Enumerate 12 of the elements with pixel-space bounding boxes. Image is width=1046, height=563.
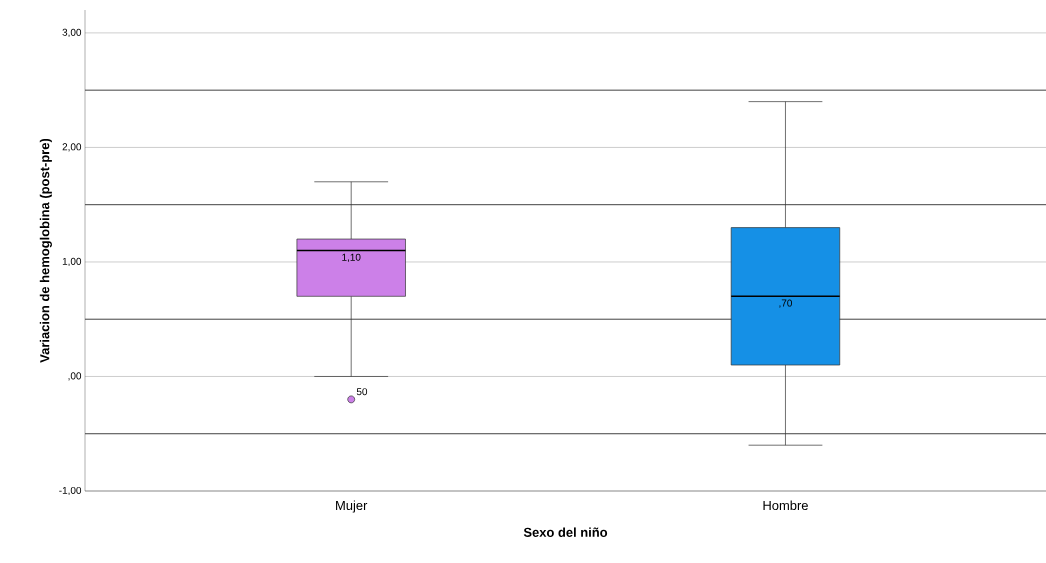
y-axis-title: Variacion de hemoglobina (post-pre)	[39, 138, 52, 363]
y-tick-label: -1,00	[59, 486, 82, 496]
x-tick-label: Mujer	[336, 500, 368, 513]
y-tick-label: 2,00	[62, 143, 82, 152]
x-axis-title: Sexo del niño	[523, 527, 608, 537]
y-tick-label: 1,00	[62, 257, 82, 267]
x-tick-label: Hombre	[763, 500, 808, 511]
y-tick-label: ,00	[68, 372, 82, 381]
annotation: 1,10	[342, 253, 361, 262]
annotation: 50	[356, 388, 368, 396]
y-tick-label: 3,00	[62, 28, 82, 38]
annotation: ,70	[779, 299, 792, 308]
